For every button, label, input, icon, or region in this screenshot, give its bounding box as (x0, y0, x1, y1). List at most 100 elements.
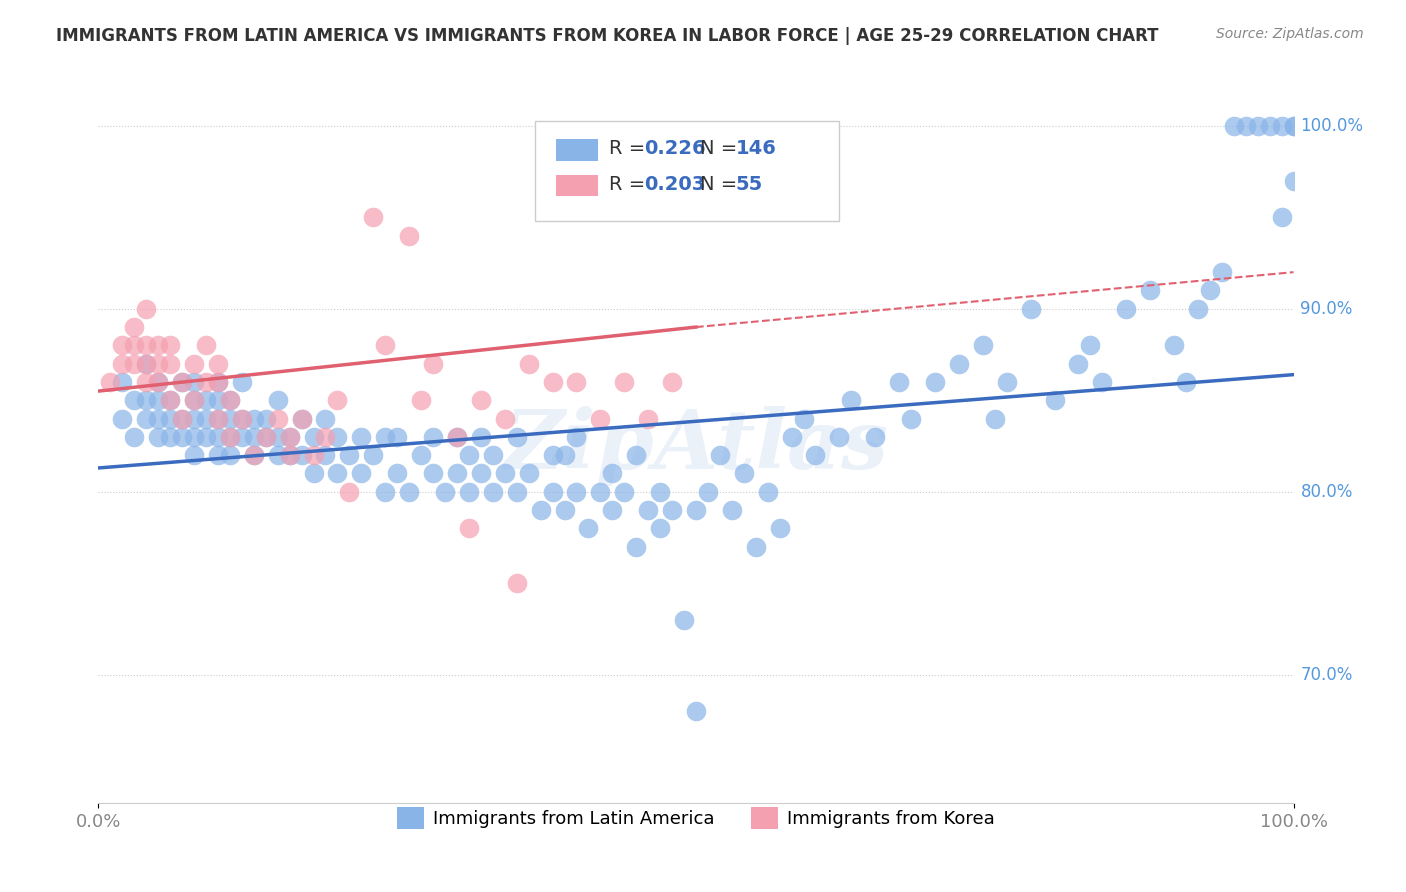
Immigrants from Korea (207, 375, 229, 389)
Immigrants from Latin America (219, 448, 242, 462)
Immigrants from Latin America (673, 613, 696, 627)
Immigrants from Korea (494, 411, 516, 425)
Immigrants from Latin America (219, 393, 242, 408)
Text: 0.226: 0.226 (644, 139, 706, 158)
Immigrants from Latin America (721, 503, 744, 517)
Immigrants from Latin America (828, 430, 851, 444)
Immigrants from Latin America (984, 411, 1007, 425)
Immigrants from Latin America (481, 448, 505, 462)
Immigrants from Latin America (339, 448, 361, 462)
FancyBboxPatch shape (534, 121, 839, 221)
Immigrants from Latin America (697, 484, 720, 499)
Immigrants from Latin America (172, 375, 194, 389)
Immigrants from Latin America (315, 411, 337, 425)
Immigrants from Latin America (637, 503, 659, 517)
Immigrants from Korea (302, 448, 325, 462)
Immigrants from Korea (339, 484, 361, 499)
Immigrants from Latin America (446, 430, 468, 444)
Immigrants from Latin America (422, 430, 444, 444)
Immigrants from Latin America (195, 430, 218, 444)
Immigrants from Latin America (326, 467, 349, 481)
Immigrants from Latin America (648, 484, 672, 499)
Immigrants from Latin America (207, 393, 229, 408)
Text: 55: 55 (735, 175, 762, 194)
Immigrants from Latin America (506, 484, 529, 499)
Immigrants from Latin America (219, 430, 242, 444)
Immigrants from Latin America (745, 540, 768, 554)
Immigrants from Latin America (172, 411, 194, 425)
Immigrants from Latin America (1175, 375, 1198, 389)
Immigrants from Latin America (385, 430, 409, 444)
Legend: Immigrants from Latin America, Immigrants from Korea: Immigrants from Latin America, Immigrant… (389, 800, 1002, 837)
Text: 70.0%: 70.0% (1301, 665, 1353, 683)
Immigrants from Latin America (494, 467, 516, 481)
Immigrants from Korea (278, 448, 301, 462)
Immigrants from Latin America (1247, 119, 1270, 133)
Immigrants from Korea (637, 411, 659, 425)
Immigrants from Korea (124, 320, 146, 334)
Immigrants from Latin America (231, 411, 253, 425)
Immigrants from Korea (135, 357, 157, 371)
Immigrants from Latin America (148, 411, 170, 425)
Immigrants from Latin America (1282, 174, 1305, 188)
Immigrants from Korea (565, 375, 588, 389)
Immigrants from Latin America (183, 430, 205, 444)
Immigrants from Latin America (374, 430, 396, 444)
Immigrants from Korea (661, 375, 683, 389)
Immigrants from Latin America (768, 521, 790, 535)
Immigrants from Latin America (350, 467, 373, 481)
Immigrants from Korea (254, 430, 277, 444)
Immigrants from Latin America (159, 393, 181, 408)
Immigrants from Korea (291, 411, 314, 425)
Immigrants from Korea (411, 393, 433, 408)
Immigrants from Latin America (1067, 357, 1090, 371)
Immigrants from Latin America (148, 393, 170, 408)
Immigrants from Korea (219, 430, 242, 444)
Immigrants from Korea (506, 576, 529, 591)
Immigrants from Latin America (1234, 119, 1257, 133)
Immigrants from Latin America (135, 393, 157, 408)
Immigrants from Korea (363, 211, 385, 225)
Immigrants from Korea (135, 301, 157, 316)
Immigrants from Latin America (900, 411, 922, 425)
Immigrants from Korea (517, 357, 540, 371)
Immigrants from Latin America (554, 448, 576, 462)
Immigrants from Latin America (865, 430, 887, 444)
Immigrants from Latin America (111, 375, 134, 389)
Immigrants from Latin America (159, 411, 181, 425)
Immigrants from Korea (148, 375, 170, 389)
Immigrants from Latin America (135, 411, 157, 425)
Immigrants from Latin America (554, 503, 576, 517)
Immigrants from Korea (470, 393, 492, 408)
Immigrants from Latin America (1091, 375, 1114, 389)
Immigrants from Latin America (172, 430, 194, 444)
Immigrants from Latin America (793, 411, 815, 425)
Immigrants from Latin America (291, 411, 314, 425)
Immigrants from Latin America (948, 357, 970, 371)
Immigrants from Latin America (1139, 284, 1161, 298)
Immigrants from Latin America (804, 448, 827, 462)
Immigrants from Latin America (124, 393, 146, 408)
Immigrants from Korea (159, 338, 181, 352)
Immigrants from Korea (183, 393, 205, 408)
Immigrants from Latin America (589, 484, 612, 499)
Immigrants from Latin America (841, 393, 863, 408)
Text: R =: R = (609, 175, 651, 194)
Immigrants from Latin America (530, 503, 553, 517)
Immigrants from Korea (613, 375, 636, 389)
Immigrants from Korea (124, 357, 146, 371)
Immigrants from Latin America (350, 430, 373, 444)
Immigrants from Korea (111, 338, 134, 352)
Immigrants from Latin America (756, 484, 779, 499)
Immigrants from Latin America (1080, 338, 1102, 352)
Immigrants from Latin America (1223, 119, 1246, 133)
Immigrants from Latin America (254, 430, 277, 444)
Immigrants from Korea (195, 375, 218, 389)
Immigrants from Korea (207, 411, 229, 425)
Immigrants from Latin America (1019, 301, 1042, 316)
Immigrants from Korea (446, 430, 468, 444)
Immigrants from Korea (159, 357, 181, 371)
Immigrants from Korea (195, 338, 218, 352)
Immigrants from Korea (458, 521, 481, 535)
Immigrants from Latin America (302, 430, 325, 444)
